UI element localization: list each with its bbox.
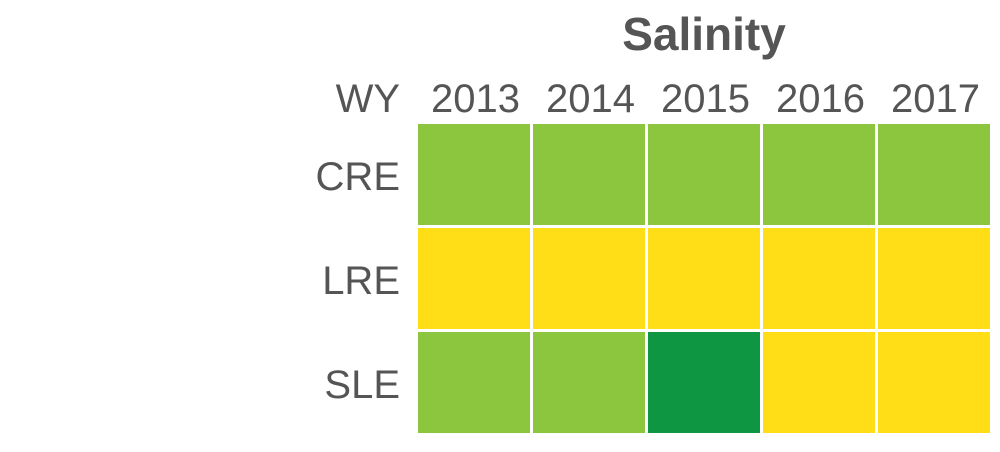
cell-sle-2014 [533,332,645,433]
cell-cre-2013 [418,124,530,225]
cell-sle-2017 [878,332,990,433]
row-label-sle: SLE [324,363,400,407]
heatmap-cells [418,124,990,433]
water-year-label: WY [336,77,400,121]
cell-cre-2017 [878,124,990,225]
column-label-2016: 2016 [776,77,865,121]
cell-cre-2016 [763,124,875,225]
cell-lre-2017 [878,228,990,329]
cell-cre-2014 [533,124,645,225]
cell-sle-2013 [418,332,530,433]
cell-sle-2015 [648,332,760,433]
cell-lre-2013 [418,228,530,329]
column-label-2013: 2013 [431,77,520,121]
row-labels: CRE LRE SLE [316,155,400,407]
cell-lre-2014 [533,228,645,329]
chart-title: Salinity [622,8,786,60]
cell-cre-2015 [648,124,760,225]
cell-sle-2016 [763,332,875,433]
column-label-2014: 2014 [546,77,635,121]
column-labels: 2013 2014 2015 2016 2017 [431,77,980,121]
cell-lre-2016 [763,228,875,329]
row-label-lre: LRE [322,259,400,303]
cell-lre-2015 [648,228,760,329]
row-label-cre: CRE [316,155,400,199]
column-label-2015: 2015 [661,77,750,121]
column-label-2017: 2017 [891,77,980,121]
